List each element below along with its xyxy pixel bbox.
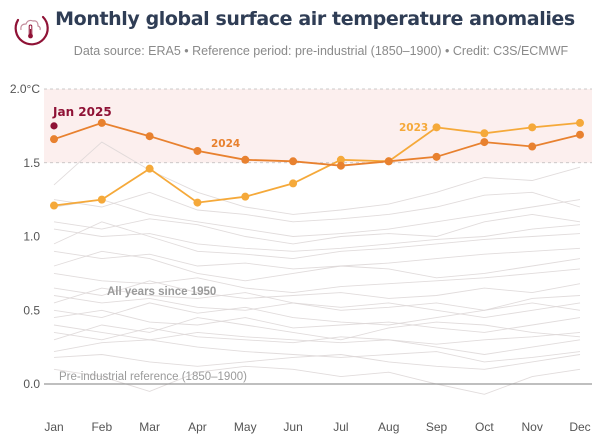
background-year-line [53,339,581,363]
point-2024-oct [480,138,489,147]
background-year-line [53,287,581,319]
point-2023-feb [97,195,106,204]
background-year-line [53,317,581,341]
point-2023-jun [289,179,298,188]
background-year-line [53,199,581,237]
background-year-line [53,247,581,270]
point-2023-nov [528,123,537,132]
background-year-line [53,327,581,345]
x-tick-label: Nov [522,420,543,434]
x-axis-ticks: Jan Feb Mar Apr May Jun Jul Aug Sep Oct Nov Dec [44,420,590,434]
y-tick-label: 2.0°C [10,82,40,96]
point-label-jan-2025: Jan 2025 [52,105,112,119]
point-2024-aug [384,157,393,166]
point-2024-sep [432,152,441,161]
background-year-line [53,221,581,260]
point-2023-oct [480,129,489,138]
x-tick-label: Jul [333,420,348,434]
point-2024-mar [145,132,154,141]
point-2024-may [241,155,250,164]
background-year-line [53,191,581,223]
background-year-line [53,354,581,370]
x-tick-label: Oct [475,420,494,434]
gridlines [44,88,592,385]
annotation-all-years: All years since 1950 [107,286,216,298]
series-label-2024: 2024 [211,138,240,150]
y-tick-label: 0.0 [23,377,40,391]
annotation-preindustrial-reference: Pre-industrial reference (1850–1900) [59,371,247,383]
background-year-line [53,324,581,355]
y-tick-label: 1.5 [23,156,40,170]
x-tick-label: Aug [378,420,399,434]
series-label-2023: 2023 [399,122,428,134]
background-year-line [53,309,581,333]
point-2023-jan [50,201,58,210]
point-2023-jul [336,155,345,164]
x-tick-label: May [234,420,257,434]
background-year-line [53,280,581,299]
point-2024-jul [336,161,345,170]
point-2024-dec [576,130,584,139]
background-year-line [53,365,581,395]
chart-subtitle: Data source: ERA5 • Reference period: pr… [73,44,569,58]
point-2024-nov [528,142,537,151]
background-year-line [53,295,581,311]
point-2023-dec [576,118,584,127]
background-year-line [53,213,581,245]
y-tick-label: 0.5 [23,303,40,317]
point-2024-feb [97,118,106,127]
background-year-line [53,250,581,282]
highlight-band-1-5-to-2-0 [44,89,592,163]
point-2023-apr [193,198,202,207]
cloud-thermometer-icon [14,15,49,46]
point-jan-2025 [50,122,58,130]
x-tick-label: Feb [91,420,112,434]
point-2023-may [241,192,250,201]
point-2023-mar [145,164,154,173]
point-2024-jan [50,135,58,144]
chart-header: Monthly global surface air temperature a… [0,0,600,70]
x-tick-label: Jun [283,420,302,434]
point-2024-jun [289,157,298,166]
highlighted-series [50,118,584,210]
point-2024-apr [193,146,202,155]
series-line-2024 [53,121,581,167]
x-tick-label: Mar [139,420,160,434]
x-tick-label: Dec [569,420,590,434]
background-years-lines [53,141,581,395]
series-line-2023 [53,122,581,207]
point-2023-sep [432,123,441,132]
y-tick-label: 1.0 [23,230,40,244]
x-tick-label: Sep [426,420,448,434]
background-year-line [53,141,581,215]
x-tick-label: Jan [44,420,63,434]
background-year-line [53,302,581,326]
y-axis-ticks: 0.0 0.5 1.0 1.5 2.0°C [10,82,40,391]
x-tick-label: Apr [188,420,207,434]
chart-title: Monthly global surface air temperature a… [55,8,575,30]
